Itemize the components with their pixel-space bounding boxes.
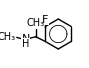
- Text: H: H: [22, 39, 29, 49]
- Text: CH₃: CH₃: [27, 18, 45, 28]
- Text: N: N: [21, 34, 30, 44]
- Text: F: F: [42, 15, 49, 25]
- Text: CH₃: CH₃: [0, 32, 15, 42]
